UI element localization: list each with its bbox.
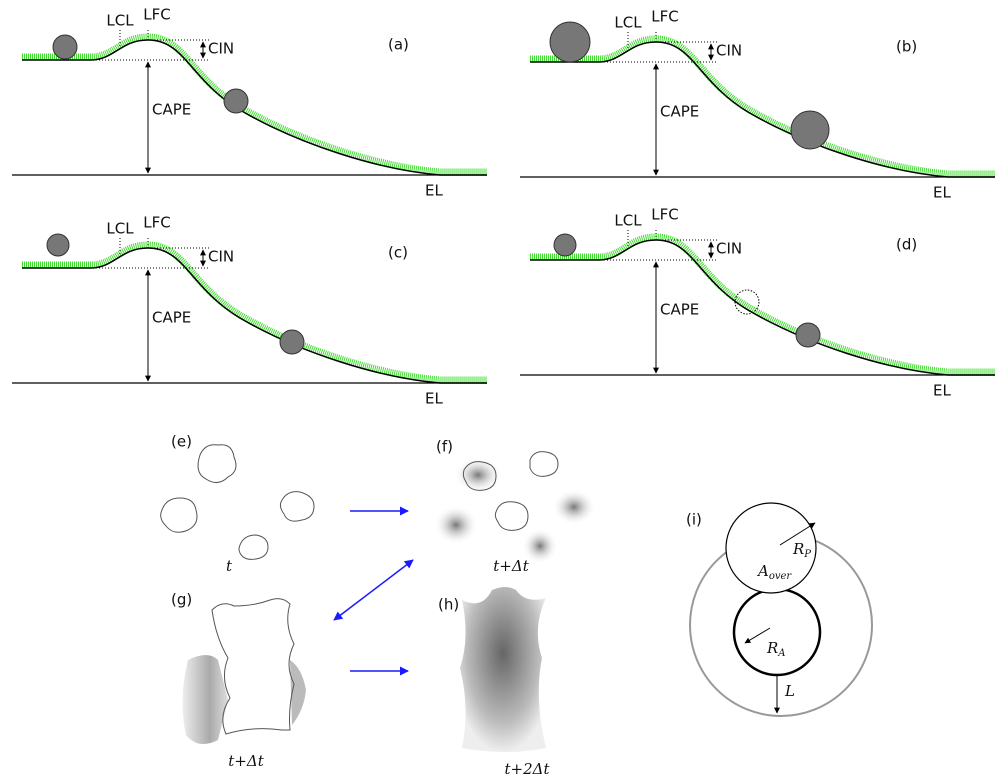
cape-label: CAPE [152,101,191,119]
parcel [224,89,248,113]
cape-panel: LCL LFC CIN CAPE EL (a) [12,6,487,200]
lcl-label: LCL [106,12,134,30]
cloud-column [460,587,546,752]
math-label: L [784,682,795,700]
shade [182,655,228,744]
grass [530,237,995,372]
el-label: EL [425,182,443,200]
lfc-label: LFC [651,8,678,26]
parcel [554,234,576,256]
parcel [53,35,77,59]
panel-label: (c) [388,244,408,262]
panel-label: (i) [686,511,702,529]
time-label: t+Δt [228,752,264,770]
parcel [550,22,590,62]
terrain-curve [22,248,487,383]
symbol: R [792,540,804,558]
terrain-curve [22,40,487,175]
panel-label: (g) [171,591,192,609]
grass [22,37,487,172]
lfc-label: LFC [651,206,678,224]
cape-label: CAPE [660,103,699,121]
panel-label: (b) [896,38,917,56]
cape-panel: LCL LFC CIN CAPE EL (c) [12,214,487,408]
agent-circle [734,589,820,675]
cloud-panel-e [161,445,314,560]
time-label: t+Δt [493,557,529,575]
symbol: R [766,639,778,657]
subscript: over [769,571,793,582]
lcl-label: LCL [614,14,642,32]
terrain-curve [530,240,995,375]
lfc-label: LFC [143,214,170,232]
el-label: EL [933,184,951,202]
cape-label: CAPE [660,301,699,319]
lcl-label: LCL [106,220,134,238]
panel-label: (h) [438,596,459,614]
cape-panel: LCL LFC CIN CAPE EL (d) [520,206,995,400]
cape-label: CAPE [152,309,191,327]
subscript: A [777,648,785,659]
parcel [47,234,69,256]
math-label: RA [766,639,786,659]
time-label: t [226,557,233,575]
cin-label: CIN [716,240,742,258]
lcl-label: LCL [614,212,642,230]
terrain-curve [530,42,995,177]
parcel [280,330,304,354]
cin-label: CIN [208,248,234,266]
panel-label: (e) [171,433,192,451]
time-label: t+2Δt [505,760,551,778]
panel-label: (a) [388,36,409,54]
blob [552,489,596,525]
symbol: A [756,562,769,580]
parcel [796,323,820,347]
el-label: EL [425,390,443,408]
cin-label: CIN [716,42,742,60]
panel-label: (f) [436,438,453,456]
parcel [791,111,829,149]
grass [530,39,995,174]
cin-label: CIN [208,40,234,58]
lfc-label: LFC [143,6,170,24]
arrow [334,560,413,620]
blob [454,457,502,493]
subscript: P [803,549,811,560]
cape-panel: LCL LFC CIN CAPE EL (b) [520,8,995,202]
grass [22,245,487,380]
el-label: EL [933,382,951,400]
blob [434,505,478,545]
figure: LCLLFCCINCAPEEL(a)LCLLFCCINCAPEEL(b)LCLL… [0,0,998,780]
panel-label: (d) [896,236,917,254]
